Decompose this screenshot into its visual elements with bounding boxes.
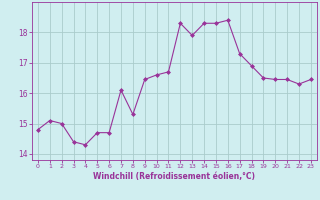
- X-axis label: Windchill (Refroidissement éolien,°C): Windchill (Refroidissement éolien,°C): [93, 172, 255, 181]
